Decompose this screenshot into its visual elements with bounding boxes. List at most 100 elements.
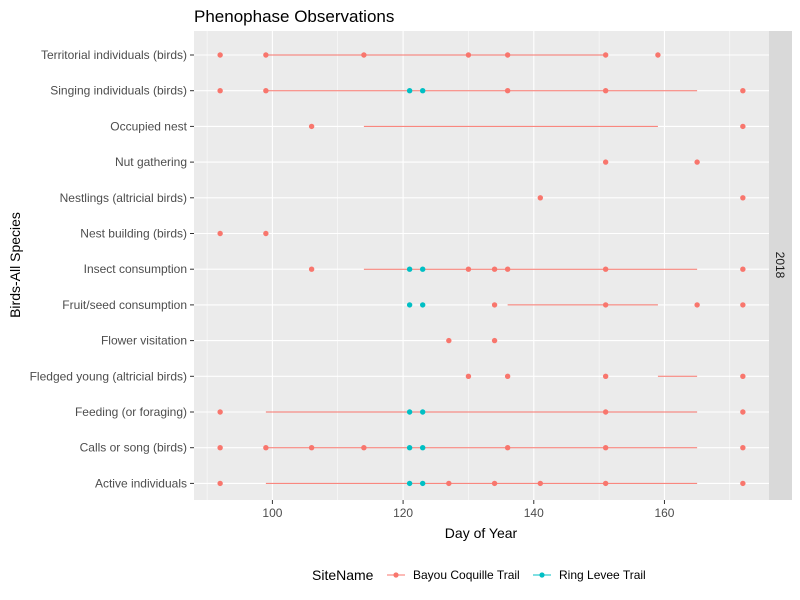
observation-point — [419, 445, 426, 451]
y-axis-title: Birds-All Species — [7, 212, 23, 318]
legend-label-ring-levee: Ring Levee Trail — [559, 568, 646, 582]
observation-point — [419, 302, 426, 308]
observation-point — [308, 123, 315, 130]
observation-point — [740, 373, 746, 379]
observation-point — [602, 409, 609, 415]
observation-point — [465, 52, 472, 58]
x-tick-label: 120 — [393, 506, 413, 520]
y-tick-label: Nut gathering — [115, 155, 187, 169]
observation-point — [308, 445, 315, 451]
y-tick-label: Insect consumption — [84, 262, 187, 276]
observation-point — [491, 302, 498, 308]
observation-point — [217, 230, 223, 237]
legend: SiteName Bayou Coquille Trail Ring Levee… — [312, 567, 646, 583]
legend-label-bayou: Bayou Coquille Trail — [413, 568, 520, 582]
observation-point — [740, 302, 746, 308]
observation-point — [602, 480, 609, 487]
x-tick-label: 160 — [654, 506, 674, 520]
observation-point — [602, 266, 609, 272]
observation-point — [602, 445, 609, 451]
observation-point — [263, 52, 269, 58]
observation-point — [406, 88, 413, 94]
observation-point — [504, 266, 511, 272]
observation-point — [406, 409, 413, 415]
x-tick-label: 140 — [524, 506, 544, 520]
y-tick-label: Singing individuals (birds) — [50, 84, 187, 98]
observation-point — [602, 302, 609, 308]
y-tick-label: Territorial individuals (birds) — [41, 48, 187, 62]
y-tick-label: Calls or song (birds) — [80, 441, 187, 455]
observation-point — [504, 373, 511, 379]
x-tick-label: 100 — [262, 506, 282, 520]
observation-point — [406, 266, 413, 272]
chart-title: Phenophase Observations — [194, 7, 394, 26]
y-tick-label: Nest building (birds) — [80, 227, 187, 241]
observation-point — [406, 445, 413, 451]
observation-point — [694, 159, 700, 165]
observation-point — [361, 445, 367, 451]
observation-point — [217, 409, 223, 415]
observation-point — [361, 52, 367, 58]
legend-key-point — [539, 572, 545, 578]
observation-point — [740, 123, 746, 130]
facet-strip-label: 2018 — [773, 252, 787, 279]
observation-point — [419, 88, 426, 94]
y-tick-label: Flower visitation — [101, 334, 187, 348]
observation-point — [263, 445, 269, 451]
observation-point — [491, 266, 498, 272]
y-tick-label: Occupied nest — [110, 119, 187, 133]
y-tick-label: Nestlings (altricial birds) — [60, 191, 187, 205]
y-axis-ticks: Territorial individuals (birds) Singing i… — [30, 48, 194, 490]
observation-point — [419, 409, 426, 415]
observation-point — [308, 266, 315, 272]
observation-point — [537, 195, 544, 201]
observation-point — [694, 302, 700, 308]
x-axis-ticks: 100 120 140 160 — [262, 500, 675, 520]
legend-key-point — [393, 572, 399, 578]
observation-point — [491, 480, 498, 487]
observation-points — [217, 52, 746, 487]
observation-point — [465, 266, 472, 272]
observation-point — [740, 195, 746, 201]
observation-point — [655, 52, 661, 58]
observation-point — [537, 480, 544, 487]
observation-point — [740, 266, 746, 272]
observation-point — [263, 230, 269, 237]
legend-title: SiteName — [312, 567, 374, 583]
observation-point — [217, 445, 223, 451]
observation-point — [740, 409, 746, 415]
observation-point — [504, 52, 511, 58]
observation-point — [406, 302, 413, 308]
observation-point — [740, 88, 746, 94]
observation-point — [504, 445, 511, 451]
legend-entry-ring-levee: Ring Levee Trail — [533, 568, 646, 582]
observation-point — [446, 480, 452, 487]
observation-point — [217, 52, 223, 58]
observation-point — [263, 88, 269, 94]
observation-point — [602, 52, 609, 58]
legend-entry-bayou: Bayou Coquille Trail — [387, 568, 520, 582]
y-tick-label: Active individuals — [95, 476, 187, 490]
observation-point — [504, 88, 511, 94]
observation-point — [602, 88, 609, 94]
plot-panel — [194, 31, 769, 500]
observation-point — [602, 373, 609, 379]
observation-point — [740, 445, 746, 451]
observation-point — [446, 337, 452, 344]
observation-point — [217, 480, 223, 487]
observation-point — [217, 88, 223, 94]
observation-point — [491, 337, 498, 344]
y-tick-label: Fledged young (altricial birds) — [30, 369, 187, 383]
observation-point — [602, 159, 609, 165]
y-tick-label: Fruit/seed consumption — [62, 298, 187, 312]
observation-point — [419, 480, 426, 487]
observation-point — [419, 266, 426, 272]
observation-point — [406, 480, 413, 487]
observation-point — [740, 480, 746, 487]
x-axis-title: Day of Year — [445, 525, 518, 541]
facet-strip — [769, 31, 792, 500]
observation-segments — [265, 54, 698, 484]
observation-point — [465, 373, 472, 379]
y-tick-label: Feeding (or foraging) — [75, 405, 187, 419]
